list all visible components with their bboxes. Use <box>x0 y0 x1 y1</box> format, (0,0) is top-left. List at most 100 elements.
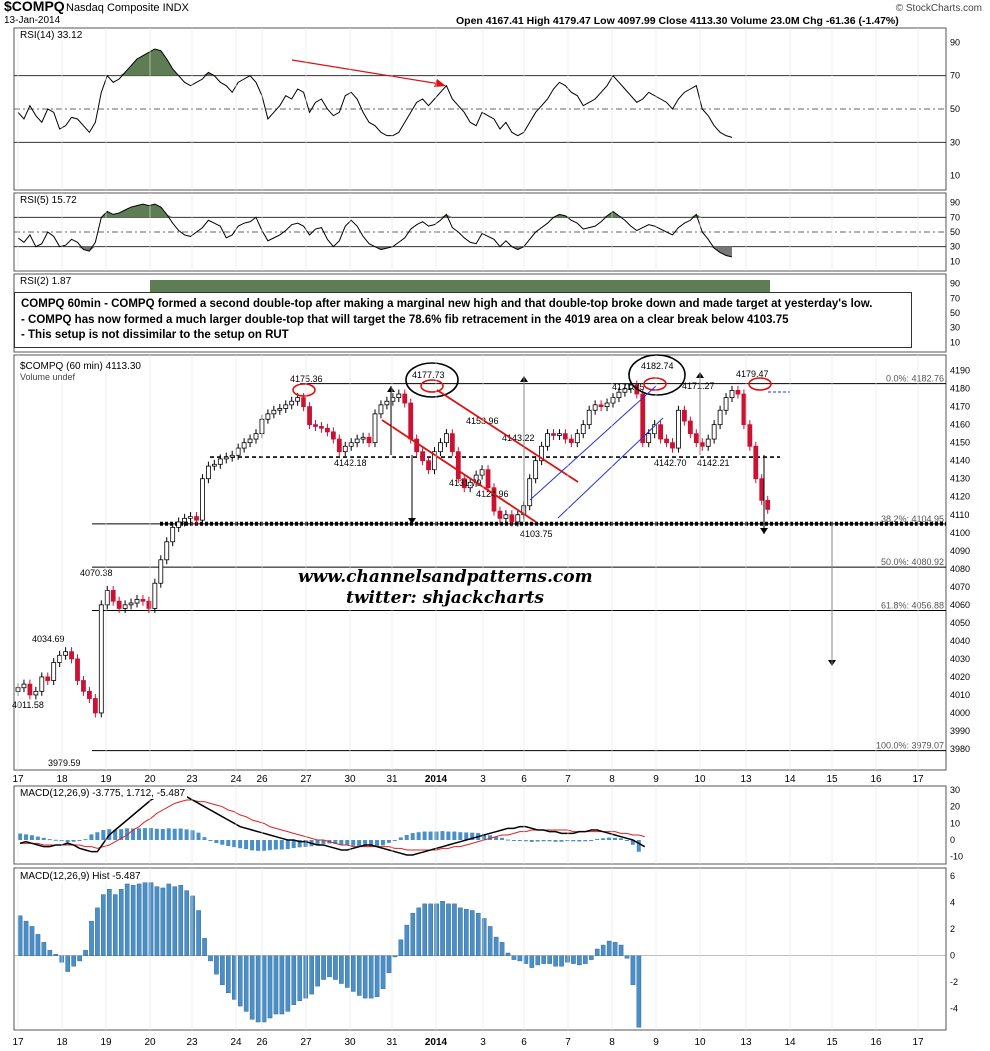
hist-bar <box>172 886 178 956</box>
candle-body <box>283 404 289 409</box>
macd-hist-bar <box>499 837 504 840</box>
macd-hist-bar <box>428 831 433 840</box>
candle-body <box>610 397 616 404</box>
macd-hist-bar <box>440 831 445 840</box>
price-annotation-13: 4103.75 <box>520 529 553 539</box>
candle-body <box>568 438 574 444</box>
candle-body <box>705 438 711 447</box>
x-label-price-14: 8 <box>609 774 615 785</box>
price-annotation-5: 4171.27 <box>682 381 715 391</box>
candle-body <box>360 436 366 440</box>
hist-bar <box>618 944 624 956</box>
x-label-hist-16: 10 <box>694 1037 706 1048</box>
rsi5-label: RSI(5) 15.72 <box>18 195 79 206</box>
candle-body <box>711 424 717 440</box>
macd-hist-bar <box>214 840 219 844</box>
macd-hist-bar <box>595 838 600 840</box>
price-tick-4140: 4140 <box>950 456 970 466</box>
hist-bar <box>279 955 285 1015</box>
macd-hist-bar <box>267 840 272 851</box>
hist-bar <box>589 955 594 960</box>
candle-body <box>271 409 277 415</box>
top-marker-2 <box>643 377 667 391</box>
x-label-hist-7: 27 <box>300 1037 312 1048</box>
hist-bar <box>29 926 35 956</box>
hist-tick--4: -4 <box>950 1004 958 1014</box>
macd-hist-bar <box>613 837 617 840</box>
arrow-down-2-head <box>760 528 768 534</box>
macd-hist-bar <box>315 840 320 845</box>
candle-body <box>289 400 295 406</box>
hist-bar <box>95 907 100 956</box>
hist-bar <box>481 918 487 956</box>
hist-bar <box>594 948 600 956</box>
stockcharts-logo: © StockCharts.com <box>895 3 982 14</box>
macd-hist-bar <box>434 831 439 840</box>
macd-hist-bar <box>142 828 147 840</box>
rsi2-tick-70: 70 <box>950 293 960 303</box>
candle-body <box>128 602 134 606</box>
x-label-price-12: 6 <box>521 774 527 785</box>
hist-bar <box>606 940 612 956</box>
hist-bar <box>458 907 463 956</box>
candle-body <box>467 481 473 489</box>
x-label-price-10: 2014 <box>425 774 448 785</box>
candle-body <box>51 662 57 681</box>
note-line-3: - This setup is not dissimilar to the se… <box>21 329 289 341</box>
macd-hist-bar <box>41 837 46 840</box>
candle-body <box>188 516 193 519</box>
volume-label: Volume undef <box>18 372 78 382</box>
candle-body <box>682 409 687 422</box>
macd-hist-bar <box>285 840 290 850</box>
price-tick-4060: 4060 <box>950 600 970 610</box>
hist-bar <box>148 882 154 956</box>
candle-body <box>81 680 86 692</box>
macd-hist-bar <box>636 840 641 852</box>
x-label-hist-5: 24 <box>230 1037 242 1048</box>
hist-bar <box>309 955 314 995</box>
candle-body <box>158 559 164 584</box>
rsi2-tick-50: 50 <box>950 308 960 318</box>
x-label-price-7: 27 <box>300 774 312 785</box>
rsi5-oversold-fill <box>18 246 732 257</box>
hist-bar <box>17 915 23 956</box>
candle-body <box>295 397 301 402</box>
rsi-divergence-line <box>291 59 441 85</box>
rsi2-label: RSI(2) 1.87 <box>18 276 74 287</box>
price-annotation-6: 4153.96 <box>466 416 499 426</box>
hist-bar <box>101 894 106 956</box>
macd-label: MACD(12,26,9) -3.775, 1.712, -5.487 <box>18 788 188 799</box>
candle-body <box>348 442 354 447</box>
candle-body <box>241 442 247 449</box>
hist-bar <box>374 955 380 997</box>
hist-bar <box>517 955 523 962</box>
macd-hist-bar <box>202 837 207 840</box>
rsi5-tick-10: 10 <box>950 256 960 266</box>
hist-bar <box>53 954 59 956</box>
rsi14-line <box>17 48 733 138</box>
macd-hist-bar <box>601 838 606 840</box>
rsi2-tick-90: 90 <box>950 279 960 289</box>
x-label-hist-11: 3 <box>480 1037 486 1048</box>
macd-hist-bar <box>565 840 570 842</box>
price-annotation-11: 4131.79 <box>449 478 482 488</box>
hist-bar <box>535 955 541 966</box>
macd-hist-bar <box>535 840 540 842</box>
candle-body <box>479 469 485 476</box>
macd-tick-0: 0 <box>950 835 955 845</box>
hist-bar <box>475 912 481 956</box>
x-label-hist-21: 17 <box>912 1037 924 1048</box>
top-marker-0 <box>292 383 316 397</box>
candle-body <box>92 698 98 714</box>
hist-bar <box>577 955 582 966</box>
candle-body <box>717 409 723 426</box>
x-label-price-8: 30 <box>344 774 356 785</box>
x-label-hist-12: 6 <box>521 1037 527 1048</box>
macd-hist-bar <box>410 833 415 840</box>
rsi14-tick-70: 70 <box>950 71 960 81</box>
candle-body <box>366 436 372 444</box>
hist-bar <box>547 955 552 964</box>
candle-body <box>699 442 705 447</box>
macd-hist-bar <box>333 840 338 844</box>
candle-body <box>140 599 146 602</box>
